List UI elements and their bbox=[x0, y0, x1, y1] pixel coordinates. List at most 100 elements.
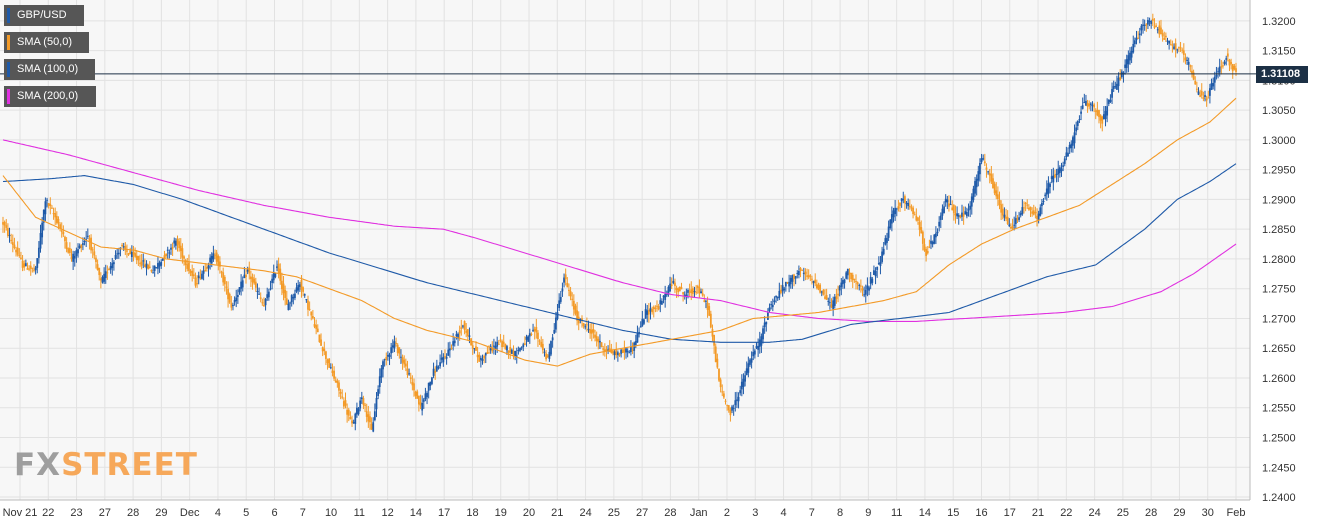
candle bbox=[656, 300, 658, 312]
candle bbox=[527, 335, 530, 342]
candle bbox=[29, 261, 32, 276]
candle bbox=[935, 226, 937, 245]
candle bbox=[509, 339, 512, 360]
candle bbox=[1220, 60, 1223, 75]
x-tick-label: 20 bbox=[523, 507, 535, 519]
candle bbox=[786, 281, 789, 284]
candle bbox=[334, 376, 337, 383]
candle bbox=[745, 361, 748, 376]
candle bbox=[1202, 91, 1205, 102]
candle bbox=[581, 315, 583, 328]
x-tick-label: 10 bbox=[325, 507, 337, 519]
candle bbox=[621, 348, 624, 354]
candle bbox=[714, 343, 717, 363]
candle bbox=[639, 321, 642, 328]
candle bbox=[817, 282, 820, 291]
candle bbox=[54, 207, 57, 225]
candle bbox=[515, 347, 518, 364]
candle bbox=[1138, 27, 1141, 44]
candle bbox=[90, 234, 92, 254]
candle bbox=[1125, 54, 1128, 73]
candle bbox=[191, 264, 194, 282]
candle bbox=[664, 285, 667, 308]
candle bbox=[514, 350, 517, 361]
candle bbox=[530, 332, 533, 337]
candle bbox=[553, 323, 556, 335]
candle bbox=[943, 201, 945, 214]
candle bbox=[661, 298, 663, 305]
candle bbox=[217, 254, 220, 271]
candle bbox=[1008, 218, 1011, 228]
x-tick-label: 5 bbox=[243, 507, 249, 519]
moving-averages bbox=[2, 97, 1237, 367]
candle bbox=[931, 240, 934, 248]
candle bbox=[962, 206, 965, 225]
candle bbox=[1142, 18, 1144, 34]
candle bbox=[432, 362, 435, 379]
candle bbox=[367, 405, 370, 428]
candle bbox=[693, 286, 696, 298]
candle bbox=[705, 299, 707, 309]
candle bbox=[241, 276, 244, 292]
candle bbox=[592, 323, 595, 339]
candle bbox=[840, 278, 843, 296]
candle bbox=[672, 274, 675, 285]
y-tick-label: 1.2550 bbox=[1262, 403, 1296, 415]
candle bbox=[315, 319, 318, 335]
candle bbox=[189, 269, 192, 277]
candle bbox=[734, 392, 737, 412]
candle bbox=[740, 374, 743, 397]
candle bbox=[269, 280, 272, 291]
candle bbox=[457, 332, 459, 346]
x-tick-label: 7 bbox=[300, 507, 306, 519]
candle bbox=[753, 348, 756, 359]
grid bbox=[0, 0, 1250, 500]
candle bbox=[342, 397, 345, 410]
candle bbox=[481, 354, 484, 365]
candle bbox=[1189, 64, 1192, 73]
x-tick-label: Nov 21 bbox=[3, 507, 38, 519]
candle bbox=[832, 296, 835, 317]
candle bbox=[861, 285, 864, 297]
candle bbox=[1068, 141, 1071, 154]
candle bbox=[910, 204, 913, 212]
candle bbox=[280, 272, 283, 296]
candle bbox=[8, 227, 11, 243]
x-tick-label: 3 bbox=[752, 507, 758, 519]
candle bbox=[246, 266, 249, 275]
candle bbox=[842, 276, 844, 289]
candle bbox=[197, 271, 200, 285]
candle bbox=[762, 325, 764, 344]
candle bbox=[571, 292, 574, 307]
candle bbox=[263, 297, 265, 307]
candle bbox=[1057, 160, 1060, 182]
candle bbox=[879, 256, 882, 275]
candle bbox=[1111, 82, 1113, 104]
candle bbox=[1161, 29, 1164, 42]
candle bbox=[1158, 20, 1161, 38]
candle bbox=[1194, 76, 1197, 85]
candle bbox=[651, 306, 654, 315]
candle bbox=[70, 248, 73, 262]
candle bbox=[812, 280, 815, 289]
candle bbox=[413, 378, 415, 397]
candle bbox=[310, 311, 313, 321]
candle bbox=[770, 300, 773, 310]
candle bbox=[853, 278, 856, 283]
candle bbox=[1088, 100, 1091, 110]
candle bbox=[773, 296, 776, 305]
candle bbox=[1036, 208, 1038, 227]
candle bbox=[382, 359, 384, 378]
candle bbox=[1226, 48, 1229, 62]
y-tick-label: 1.2700 bbox=[1262, 313, 1296, 325]
x-tick-label: 11 bbox=[354, 507, 365, 519]
candle bbox=[1063, 156, 1066, 167]
candle bbox=[201, 270, 203, 280]
x-tick-label: 14 bbox=[919, 507, 931, 519]
candle bbox=[889, 219, 892, 230]
candle bbox=[587, 320, 590, 333]
candle bbox=[951, 200, 954, 211]
candle bbox=[868, 285, 870, 296]
candle bbox=[856, 281, 859, 290]
